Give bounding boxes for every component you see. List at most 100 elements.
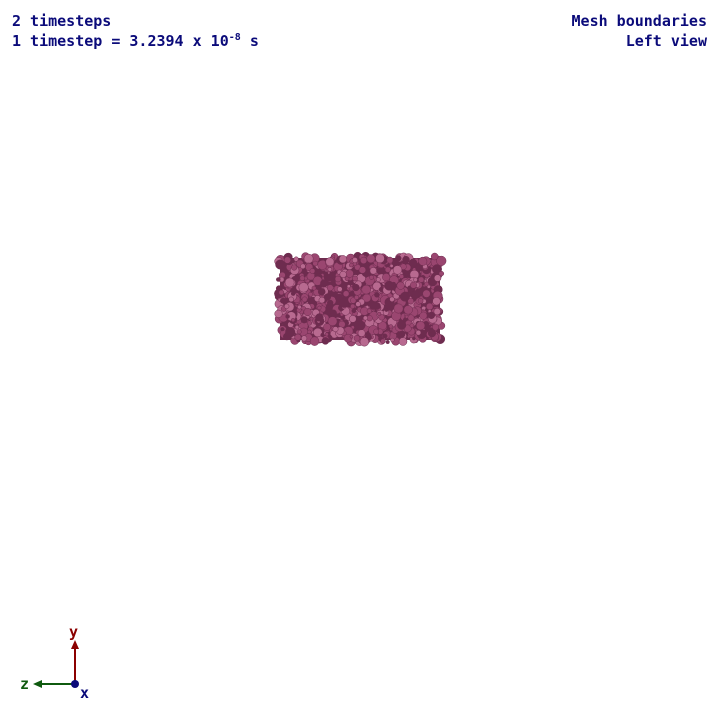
mesh-grain [409,323,415,328]
mesh-grain [354,323,360,329]
mesh-grain [386,256,394,264]
mesh-grain [325,257,335,267]
mesh-grain [317,305,322,310]
mesh-grain [418,276,425,283]
mesh-grain [320,332,325,338]
mesh-grain [290,291,296,296]
mesh-grain [399,273,405,279]
mesh-grain [298,282,309,293]
y-axis-label: y [69,623,78,641]
mesh-grain [403,270,408,275]
mesh-grain [415,329,422,336]
mesh-grain [345,269,354,278]
mesh-grain [342,290,350,297]
mesh-grain [339,297,349,308]
mesh-grain [280,327,285,332]
mesh-grain [315,313,324,322]
mesh-grain [438,270,445,277]
mesh-grain [306,320,313,326]
mesh-boundaries-render [274,251,447,347]
mesh-grain [411,290,420,299]
timestep-unit: s [240,32,259,50]
mesh-grain [380,338,386,344]
mesh-grain [375,253,385,264]
z-axis-arrowhead [33,680,42,688]
mesh-grain [430,252,439,261]
mesh-grain [352,275,358,282]
mesh-grain [309,336,320,346]
mesh-grain [416,321,426,331]
view-info: Mesh boundaries Left view [572,11,707,51]
mesh-grain [400,291,410,302]
mesh-grain [326,284,334,292]
mesh-grain [275,259,286,270]
mesh-grain [392,265,403,275]
mesh-grain [415,264,423,272]
mesh-grain [278,289,285,296]
mesh-grain [426,284,431,289]
mesh-grain [339,270,347,278]
mesh-grain [372,281,382,291]
mesh-grain [396,281,405,290]
mesh-grain [408,258,418,268]
mesh-grain [285,314,290,319]
mesh-grain [358,266,367,274]
mesh-grain [417,298,424,304]
mesh-grain [418,256,428,266]
mesh-grain [357,329,366,337]
mesh-grain [385,339,390,345]
mesh-grain [307,329,312,335]
mesh-grain [327,316,338,327]
mesh-grain [375,277,381,282]
mesh-grain [288,296,294,303]
mesh-grain [349,315,357,323]
mesh-grain [284,277,295,288]
mesh-grain [337,286,343,292]
mesh-grain [300,316,308,324]
mesh-grain [374,292,380,298]
mesh-grain [349,334,354,339]
mesh-grain [311,285,317,291]
mesh-grain [407,297,414,305]
y-axis-arrowhead [71,640,79,649]
mesh-grain [369,267,377,275]
mesh-grain [433,274,442,282]
mesh-grain [317,288,326,296]
mesh-grain [350,303,356,309]
mesh-grain [355,301,361,307]
mesh-grain [436,255,447,266]
mesh-grain [413,277,418,282]
mesh-grain [398,330,406,338]
mesh-grain [354,294,360,300]
mesh-grain [384,266,391,273]
mesh-grain [332,291,338,298]
mesh-grain [361,284,371,295]
mesh-grain [407,314,415,322]
mesh-grain [360,256,368,264]
mesh-grain [320,279,329,288]
mesh-grain [296,329,302,335]
mesh-grain [352,283,360,292]
mesh-grain [403,305,413,315]
mesh-grain [432,264,442,275]
z-axis-label: z [20,675,29,693]
mesh-grain [433,308,441,316]
mesh-grain [388,324,393,329]
mesh-grain [327,299,334,307]
timestep-duration-value: 1 timestep = 3.2394 x 10 [12,32,229,50]
mesh-grain [389,263,394,268]
mesh-grain [402,255,410,264]
mesh-grain [382,333,388,339]
timestep-info: 2 timesteps 1 timestep = 3.2394 x 10-8 s [12,11,259,51]
render-mode-label: Mesh boundaries [571,12,707,30]
mesh-grain [410,281,417,289]
x-axis-label: x [80,684,89,702]
mesh-grain [280,297,287,304]
mesh-grain [349,262,354,268]
mesh-grain [373,328,380,335]
mesh-grain [283,256,291,264]
mesh-grain [327,267,333,272]
view-direction-label: Left view [625,32,707,50]
mesh-grain [369,302,377,310]
